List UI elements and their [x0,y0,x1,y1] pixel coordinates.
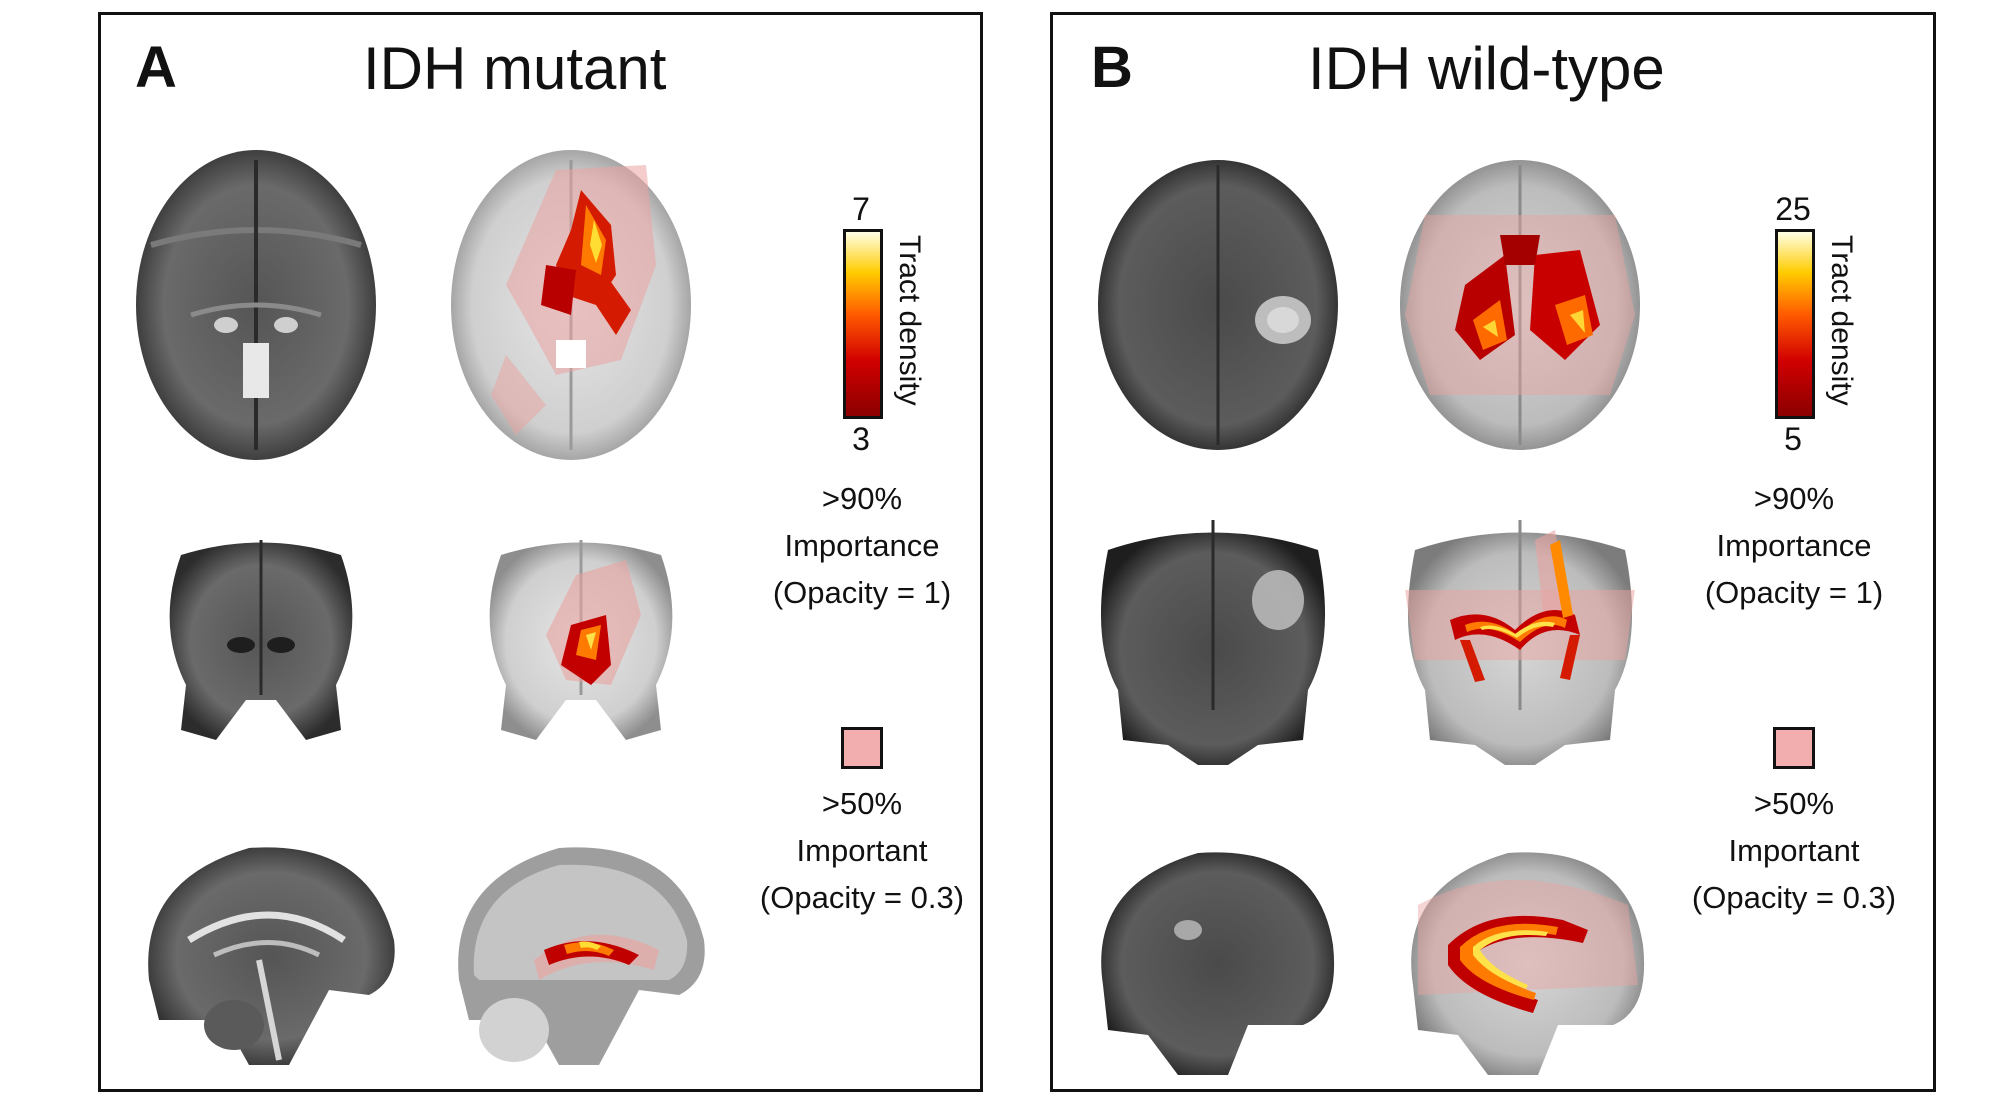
sagittal-tract-map-image [458,847,705,1065]
sagittal-tract-map-image [1411,852,1645,1075]
coronal-mri-image [1100,520,1326,765]
legend-low-line3: (Opacity = 0.3) [1691,880,1897,915]
legend-low-line1: >50% [821,786,903,821]
panel-idh-mutant: A IDH mutant [98,12,983,1092]
legend-low-importance: >50% Important (Opacity = 0.3) [742,780,982,921]
axial-mri-image [136,150,376,460]
tract-density-colorbar [1775,229,1815,419]
legend-low-line2: Important [1728,833,1860,868]
colorbar-min-label: 3 [852,421,870,457]
panel-letter: A [135,35,177,100]
colorbar-title: Tract density [1825,235,1858,406]
panel-title: IDH wild-type [1308,35,1665,102]
legend-high-line1: >90% [1753,481,1835,516]
legend-high-line1: >90% [821,481,903,516]
sagittal-mri-image [1101,852,1335,1075]
legend-high-line3: (Opacity = 1) [772,575,952,610]
panel-idh-wild-type: B IDH wild-type [1050,12,1936,1092]
legend-high-importance: >90% Importance (Opacity = 1) [742,475,982,616]
axial-mri-image [1098,160,1338,450]
legend-low-line3: (Opacity = 0.3) [759,880,965,915]
legend-low-line1: >50% [1753,786,1835,821]
legend-low-importance-swatch [841,727,883,769]
colorbar-max-label: 7 [852,191,870,227]
sagittal-mri-image [148,847,395,1065]
coronal-tract-map-image [489,540,673,740]
legend-high-line2: Importance [1716,528,1872,563]
colorbar-min-label: 5 [1784,421,1802,457]
axial-tract-map-image [1400,160,1640,450]
legend-low-importance: >50% Important (Opacity = 0.3) [1674,780,1914,921]
colorbar-max-label: 25 [1775,191,1811,227]
legend-high-importance: >90% Importance (Opacity = 1) [1674,475,1914,616]
panel-title: IDH mutant [363,35,667,102]
coronal-tract-map-image [1405,520,1635,765]
legend-high-line2: Importance [784,528,940,563]
legend-low-importance-swatch [1773,727,1815,769]
axial-tract-map-image [451,150,691,460]
tract-density-colorbar [843,229,883,419]
legend-high-line3: (Opacity = 1) [1704,575,1884,610]
legend-low-line2: Important [796,833,928,868]
panel-letter: B [1091,35,1133,100]
colorbar-title: Tract density [893,235,926,406]
coronal-mri-image [169,540,353,740]
